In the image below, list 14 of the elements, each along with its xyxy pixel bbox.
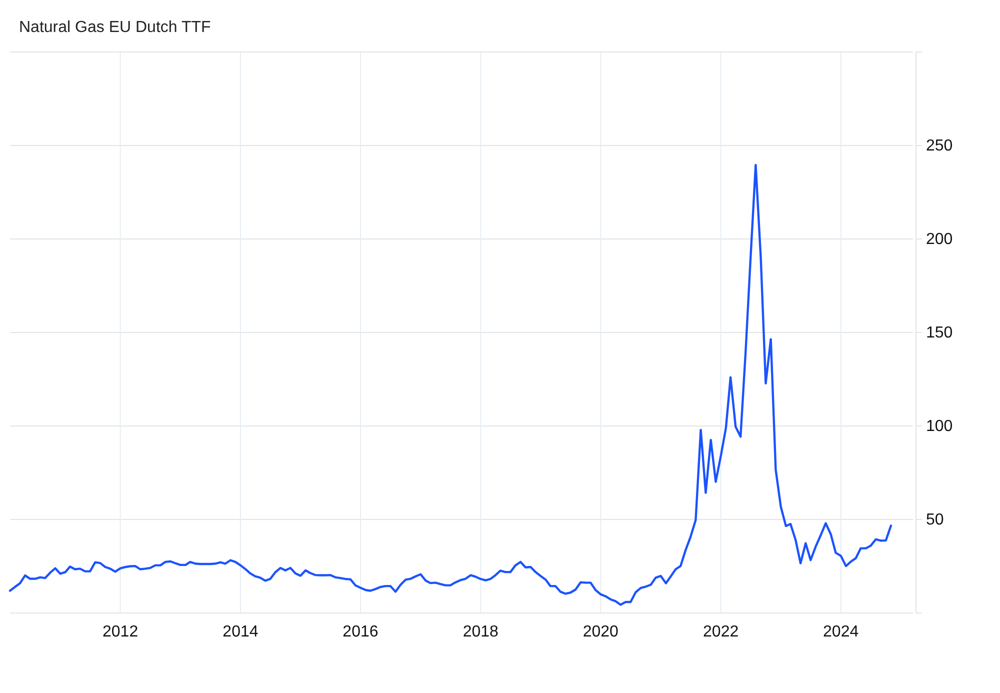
y-tick-label: 100 [926,418,953,436]
x-tick-label: 2016 [342,623,378,640]
x-tick-label: 2018 [462,623,499,640]
x-tick-label: 2014 [222,623,258,640]
x-tick-label: 2022 [703,623,739,640]
y-tick-label: 200 [926,231,953,248]
x-tick-label: 2020 [582,623,619,640]
y-tick-label: 50 [926,512,944,529]
x-tick-label: 2024 [823,623,859,640]
line-series [8,164,892,606]
y-tick-label: 150 [926,324,953,342]
y-tick-label: 250 [926,138,953,155]
chart-title: Natural Gas EU Dutch TTF [19,19,211,36]
x-tick-label: 2012 [102,623,138,640]
